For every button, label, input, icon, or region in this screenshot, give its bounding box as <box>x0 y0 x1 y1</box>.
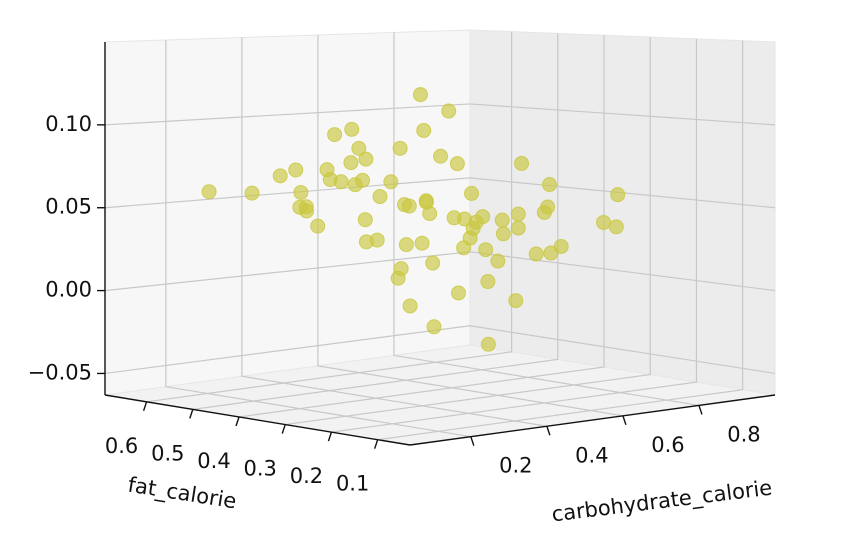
y-tick-label: 0.1 <box>336 472 369 496</box>
point <box>272 168 288 184</box>
point <box>433 148 449 164</box>
floor-pane <box>105 345 775 445</box>
point <box>293 184 309 200</box>
point <box>480 336 496 352</box>
y-tick-label: 0.5 <box>151 441 184 465</box>
x-tick-label: 0.6 <box>651 433 684 457</box>
grid-line <box>393 32 700 407</box>
y-tick <box>235 416 240 427</box>
y-tick <box>373 439 379 449</box>
point <box>596 214 612 230</box>
point <box>510 206 526 222</box>
point <box>494 212 510 228</box>
point <box>514 155 530 171</box>
point <box>383 174 399 190</box>
point <box>543 245 559 261</box>
x-tick <box>470 436 475 446</box>
x-tick-label: 0.2 <box>499 454 532 478</box>
point <box>369 232 385 248</box>
point <box>343 155 359 171</box>
point <box>392 140 408 156</box>
y-tick-label: 0.3 <box>244 457 277 481</box>
y-tick-label: 0.4 <box>197 449 230 473</box>
point <box>540 199 556 215</box>
point <box>464 185 480 201</box>
x-tick-label: 0.8 <box>727 422 760 446</box>
point <box>401 198 417 214</box>
z-tick-label: 0.00 <box>45 278 92 302</box>
y-tick-label: 0.2 <box>290 464 323 488</box>
point <box>478 242 494 258</box>
point <box>450 285 466 301</box>
y-axis-line <box>104 394 411 446</box>
point <box>446 210 462 226</box>
point <box>327 127 343 143</box>
point <box>495 226 511 242</box>
z-tick-label: 0.10 <box>45 112 92 136</box>
point <box>244 185 260 201</box>
y-tick <box>327 431 333 442</box>
point <box>425 255 441 271</box>
x-axis-line <box>409 394 776 446</box>
point <box>414 235 430 251</box>
y-tick <box>281 424 286 434</box>
point <box>288 162 304 178</box>
point <box>298 199 314 215</box>
grid-line <box>104 177 776 209</box>
y-tick <box>189 409 194 419</box>
point <box>357 212 373 228</box>
point <box>310 218 326 234</box>
x-tick <box>698 405 703 415</box>
x-tick <box>546 426 551 436</box>
grid-line <box>104 103 776 126</box>
right-wall-pane <box>469 29 776 396</box>
x-axis-label: carbohydrate_calorie <box>550 476 773 528</box>
point <box>610 187 626 203</box>
grid-line <box>104 325 776 375</box>
point <box>393 261 409 277</box>
point <box>490 253 506 269</box>
point <box>480 274 496 290</box>
grid-line <box>192 33 559 410</box>
grid-line <box>165 40 471 438</box>
z-tick-label: 0.05 <box>45 195 92 219</box>
point <box>528 246 544 262</box>
point <box>608 219 624 235</box>
point <box>542 177 558 193</box>
point <box>426 319 442 335</box>
grid-line <box>331 38 698 433</box>
x-tick <box>622 415 627 426</box>
point <box>416 122 432 138</box>
point <box>372 189 388 205</box>
point <box>344 121 360 137</box>
point <box>398 237 414 253</box>
point <box>333 174 349 190</box>
point <box>355 172 371 188</box>
y-tick-label: 0.6 <box>105 434 138 458</box>
point <box>351 140 367 156</box>
point <box>441 103 457 119</box>
x-tick-label: 0.4 <box>575 443 608 467</box>
point <box>456 240 472 256</box>
point <box>412 87 428 103</box>
grid-line <box>146 31 513 403</box>
point <box>418 193 434 209</box>
left-wall-pane <box>104 29 471 396</box>
y-axis-label: fat_calorie <box>126 473 238 515</box>
grid-line <box>317 35 624 417</box>
point <box>201 184 217 200</box>
grid-line <box>241 37 547 427</box>
z-tick-label: −0.05 <box>28 360 92 384</box>
point <box>319 162 335 178</box>
point <box>510 220 526 236</box>
point <box>508 293 524 309</box>
grid-line <box>238 35 605 418</box>
grid-line <box>377 40 744 441</box>
point <box>449 156 465 172</box>
grid-line <box>285 37 651 426</box>
y-tick <box>142 401 148 412</box>
point <box>402 298 418 314</box>
point <box>358 151 374 167</box>
